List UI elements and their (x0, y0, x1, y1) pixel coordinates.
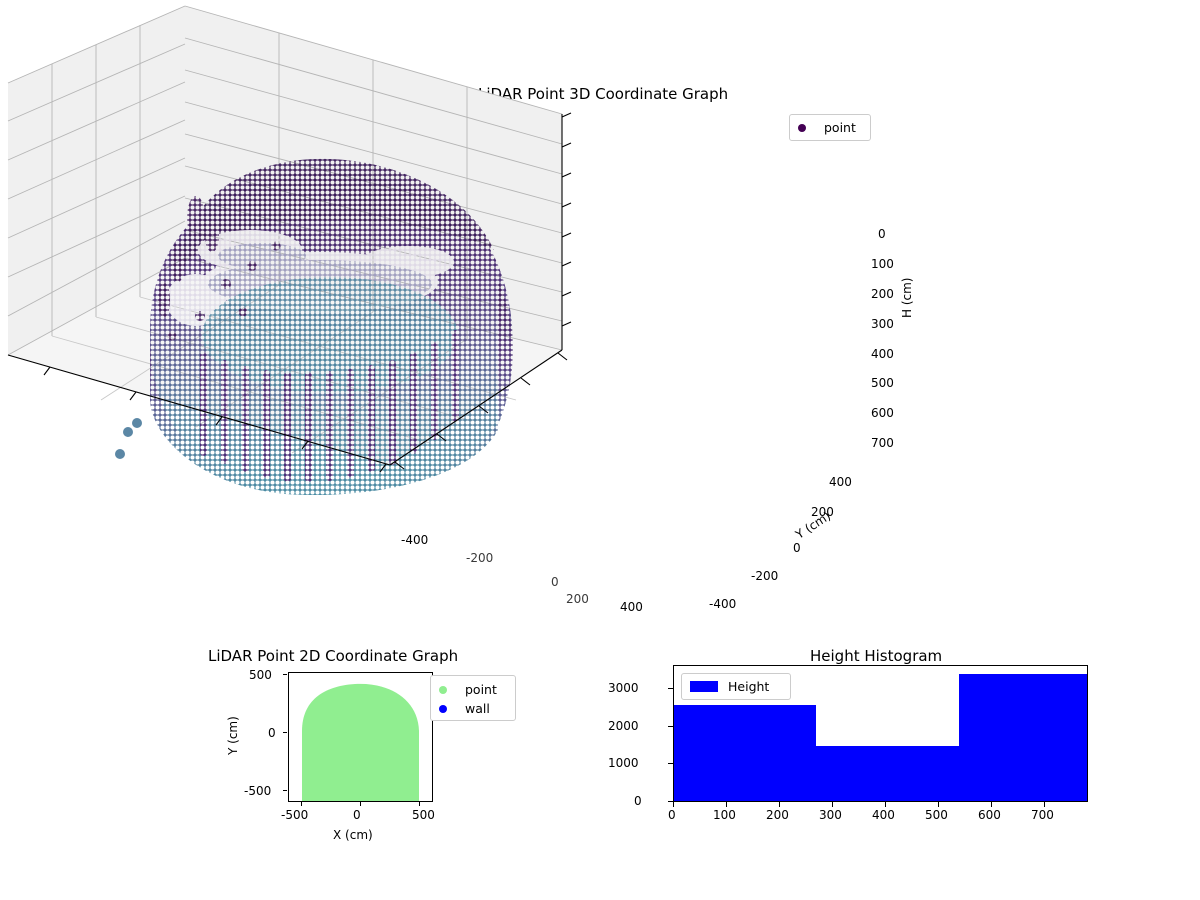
histogram-bar-1 (674, 705, 816, 801)
axes-3d-canvas (7, 5, 572, 496)
z-tick-marks (561, 112, 572, 327)
y2d-tick-neg500: -500 (244, 784, 272, 798)
y2d-tick-0: 0 (268, 726, 276, 740)
x2d-tickmark-neg500 (301, 802, 303, 806)
hist-ytick-2000: 2000 (608, 719, 639, 733)
z-tick-200: 200 (871, 287, 894, 301)
hist-xtickmark-100 (726, 802, 728, 807)
y-tick-0: 0 (793, 541, 801, 555)
hist-xtickmark-500 (938, 802, 940, 807)
axis-spines (7, 114, 563, 466)
hist-xtickmark-700 (1044, 802, 1046, 807)
x-tick-400: 400 (620, 600, 643, 614)
x-tick-neg400: -400 (401, 533, 429, 547)
hist-xtick-100: 100 (713, 808, 736, 822)
x2d-tickmark-500 (419, 802, 421, 806)
wall-marker-icon (439, 704, 447, 713)
hist-ytickmark-3000 (668, 688, 673, 690)
point-cloud-3d (150, 158, 513, 496)
z-tick-700: 700 (871, 436, 894, 450)
legend-histogram[interactable]: Height (681, 673, 791, 700)
hist-xtick-400: 400 (872, 808, 895, 822)
y2d-tickmark-0 (283, 732, 287, 734)
x-tick-marks (43, 366, 387, 473)
hist-ytickmark-1000 (668, 763, 673, 765)
x-tick-neg200: -200 (466, 551, 494, 565)
hist-xtickmark-200 (779, 802, 781, 807)
hist-xtick-600: 600 (978, 808, 1001, 822)
panel-3d-title: LiDAR Point 3D Coordinate Graph (478, 85, 729, 103)
hist-xtick-200: 200 (766, 808, 789, 822)
hist-ytick-3000: 3000 (608, 681, 639, 695)
legend-2d-item-wall: wall (439, 699, 507, 718)
y-tick-marks (394, 352, 568, 470)
x2d-axis-label: X (cm) (333, 828, 373, 842)
legend-3d[interactable]: point (789, 114, 871, 141)
legend-hist-label-height: Height (728, 679, 770, 694)
x-tick-0: 0 (551, 575, 559, 589)
legend-3d-label-point: point (824, 120, 856, 135)
y2d-tick-500: 500 (249, 668, 272, 682)
point-marker-icon (798, 123, 806, 132)
z-axis-label: H (cm) (900, 277, 914, 319)
y2d-tickmark-neg500 (283, 790, 287, 792)
z-tick-400: 400 (871, 347, 894, 361)
legend-3d-item-point: point (798, 119, 862, 136)
panel-histogram-title: Height Histogram (810, 647, 943, 665)
z-tick-600: 600 (871, 406, 894, 420)
x-tick-200: 200 (566, 592, 589, 606)
histogram-bar-2 (816, 746, 959, 801)
height-swatch-icon (690, 681, 718, 692)
legend-hist-item-height: Height (690, 678, 782, 695)
point-marker-icon (439, 685, 447, 694)
x2d-tick-neg500: -500 (281, 808, 309, 822)
hist-xtick-0: 0 (668, 808, 676, 822)
points-2d-canvas (302, 683, 419, 801)
hist-xtickmark-300 (832, 802, 834, 807)
hist-ytick-1000: 1000 (608, 756, 639, 770)
z-tick-0: 0 (878, 227, 886, 241)
legend-2d-label-wall: wall (465, 701, 490, 716)
z-tick-500: 500 (871, 376, 894, 390)
hist-xtickmark-400 (885, 802, 887, 807)
hist-xtickmark-0 (673, 802, 675, 807)
y-tick-neg200: -200 (751, 569, 779, 583)
z-tick-100: 100 (871, 257, 894, 271)
legend-2d[interactable]: point wall (430, 675, 516, 721)
hist-ytickmark-0 (668, 801, 673, 803)
legend-2d-item-point: point (439, 680, 507, 699)
hist-xtick-700: 700 (1031, 808, 1054, 822)
x2d-tickmark-0 (360, 802, 362, 806)
speckle-cluster (158, 194, 302, 341)
hist-xtick-300: 300 (819, 808, 842, 822)
outlier-points (115, 418, 142, 459)
histogram-bar-3 (959, 674, 1087, 801)
z-tick-300: 300 (871, 317, 894, 331)
y-tick-200: 200 (811, 505, 834, 519)
wall-ribs (200, 330, 459, 482)
legend-2d-label-point: point (465, 682, 497, 697)
hist-xtick-500: 500 (925, 808, 948, 822)
hist-xtickmark-600 (991, 802, 993, 807)
axes-3d[interactable] (0, 0, 620, 520)
x2d-tick-500: 500 (412, 808, 435, 822)
hist-ytickmark-2000 (668, 726, 673, 728)
axes-2d[interactable] (288, 672, 433, 802)
hist-ytick-0: 0 (634, 794, 642, 808)
y2d-axis-label: Y (cm) (226, 716, 240, 755)
grid-left-pane (7, 5, 186, 356)
panel-2d-title: LiDAR Point 2D Coordinate Graph (208, 647, 459, 665)
y2d-tickmark-500 (283, 674, 287, 676)
y-tick-400: 400 (829, 475, 852, 489)
x2d-tick-0: 0 (353, 808, 361, 822)
y-tick-neg400: -400 (709, 597, 737, 611)
